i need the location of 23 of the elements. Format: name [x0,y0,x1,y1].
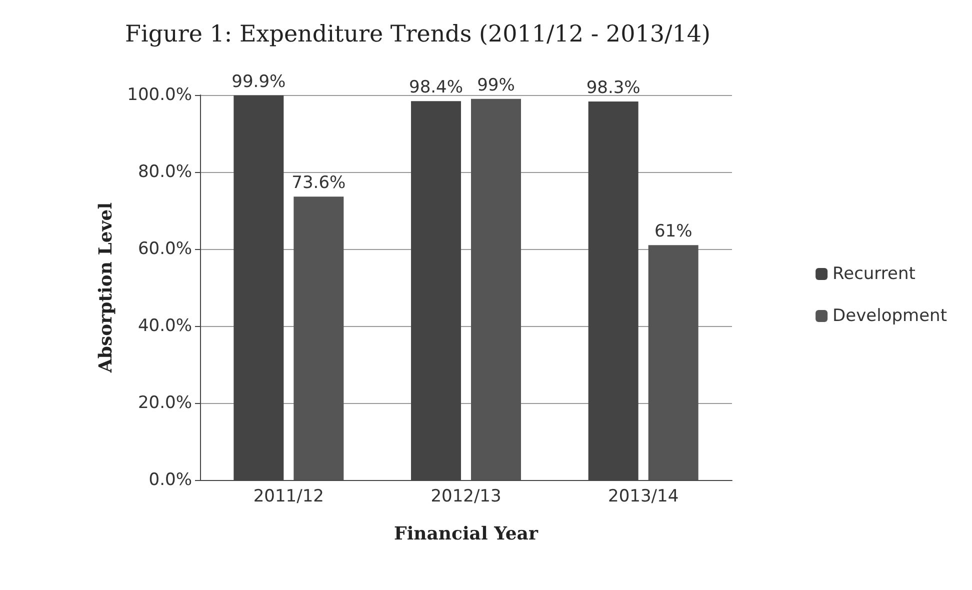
chart-title: Figure 1: Expenditure Trends (2011/12 - 2013/14) [125,22,710,48]
data-label: 98.3% [586,78,640,98]
data-label: 99.9% [232,72,286,92]
x-tick-label: 2011/12 [253,486,324,506]
y-tick-label: 60.0% [138,239,192,259]
y-tick-label: 40.0% [138,316,192,336]
bar [648,245,698,480]
data-label: 61% [654,222,692,242]
x-tick-label: 2012/13 [430,486,502,506]
bar [471,98,521,480]
y-tick-label: 100.0% [127,85,192,105]
legend-label: Development [832,306,948,326]
y-axis-title: Absorption Level [96,202,116,374]
y-tick-label: 20.0% [138,393,192,413]
bar [294,196,344,480]
data-label: 73.6% [292,173,346,194]
y-tick-label: 0.0% [148,470,192,490]
data-label: 98.4% [408,78,464,98]
y-tick-label: 80.0% [138,162,192,182]
x-tick-label: 2013/14 [608,486,679,506]
legend-label: Recurrent [832,264,916,284]
x-axis-title: Financial Year [394,524,538,544]
data-label: 99% [477,75,515,96]
